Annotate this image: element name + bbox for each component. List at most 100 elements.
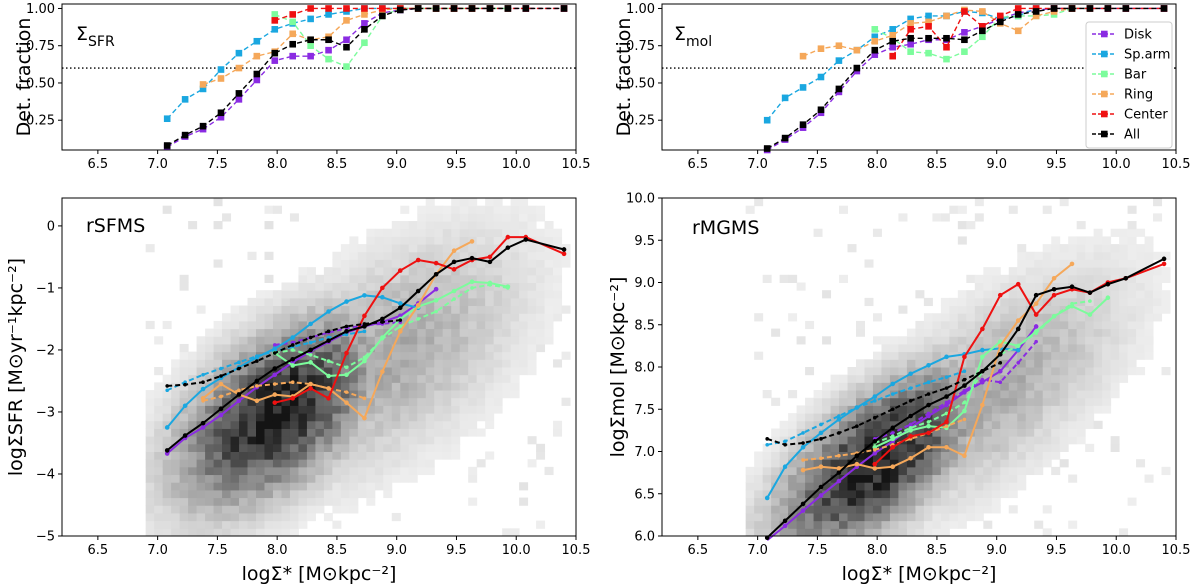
histogram-bin [502, 297, 512, 307]
histogram-bin [1076, 328, 1086, 337]
histogram-bin [923, 436, 933, 445]
histogram-bin [425, 374, 435, 383]
histogram-bin [544, 305, 554, 314]
histogram-bin [864, 420, 874, 429]
histogram-bin [1008, 390, 1018, 399]
histogram-bin [298, 397, 308, 406]
histogram-bin [408, 320, 418, 330]
histogram-bin [400, 274, 410, 283]
histogram-bin [932, 474, 942, 483]
histogram-bin [983, 497, 993, 506]
data-point [344, 329, 349, 334]
data-point [996, 12, 1004, 20]
panel-det-fraction-mol: 6.5 7.0 7.5 8.0 8.5 9.0 9.5 10.0 10.50.250.500.7… [613, 2, 1190, 172]
data-point [908, 413, 913, 419]
histogram-bin [349, 382, 359, 391]
histogram-bin [1119, 336, 1129, 345]
data-point [326, 359, 331, 363]
histogram-bin [154, 512, 164, 522]
histogram-bin [974, 512, 984, 522]
histogram-bin [289, 290, 299, 299]
histogram-bin [754, 512, 764, 522]
histogram-bin [145, 413, 155, 422]
histogram-bin [272, 313, 282, 322]
histogram-bin [881, 497, 891, 506]
histogram-bin [796, 413, 806, 422]
histogram-bin [434, 405, 444, 414]
histogram-bin [1051, 359, 1061, 368]
histogram-bin [940, 374, 950, 383]
histogram-bin [932, 382, 942, 391]
histogram-bin [179, 466, 189, 476]
histogram-bin [205, 328, 215, 337]
histogram-bin [1085, 374, 1095, 383]
y-tick-label: 0.25 [26, 114, 55, 129]
histogram-bin [1076, 382, 1086, 391]
histogram-bin [1059, 413, 1069, 422]
histogram-bin [1034, 397, 1044, 406]
histogram-bin [332, 290, 342, 299]
histogram-bin [1042, 459, 1052, 468]
histogram-bin [247, 313, 257, 322]
data-point [1033, 324, 1039, 329]
histogram-bin [289, 382, 299, 391]
histogram-bin [239, 336, 249, 345]
histogram-bin [213, 320, 223, 330]
data-point [325, 36, 332, 44]
histogram-bin [519, 282, 529, 291]
histogram-bin [179, 505, 189, 514]
histogram-bin [264, 336, 274, 345]
histogram-bin [940, 436, 950, 445]
histogram-bin [553, 259, 563, 268]
data-point [818, 464, 824, 470]
histogram-bin [957, 343, 967, 353]
data-point [253, 52, 261, 60]
histogram-bin [1008, 420, 1018, 429]
histogram-bin [536, 297, 546, 307]
x-tick-label: 10.0 [1102, 157, 1131, 172]
histogram-bin [527, 305, 537, 314]
histogram-bin [425, 313, 435, 322]
data-point [908, 386, 913, 390]
histogram-bin [162, 489, 172, 499]
histogram-bin [323, 313, 333, 322]
histogram-bin [864, 505, 874, 514]
histogram-bin [315, 451, 325, 460]
histogram-bin [1144, 313, 1154, 322]
histogram-bin [272, 436, 282, 445]
histogram-bin [400, 390, 410, 399]
histogram-bin [847, 420, 857, 429]
histogram-bin [425, 397, 435, 406]
histogram-bin [1102, 251, 1112, 260]
histogram-bin [264, 382, 274, 391]
histogram-bin [932, 359, 942, 368]
histogram-bin [830, 382, 840, 391]
histogram-bin [1093, 382, 1103, 391]
histogram-bin [485, 351, 495, 360]
histogram-bin [889, 466, 899, 476]
x-tick-label: 9.0 [386, 157, 407, 172]
histogram-bin [923, 489, 933, 499]
histogram-bin [1102, 343, 1112, 353]
data-point [817, 45, 825, 52]
histogram-bin [145, 320, 155, 330]
histogram-bin [493, 228, 503, 237]
histogram-bin [830, 405, 840, 414]
histogram-bin [502, 290, 512, 299]
histogram-bin [493, 390, 503, 399]
histogram-bin [256, 505, 265, 514]
histogram-bin [349, 436, 359, 445]
histogram-bin [788, 274, 798, 283]
histogram-bin [966, 351, 976, 360]
histogram-bin [966, 405, 976, 414]
data-point [380, 369, 385, 374]
histogram-bin [991, 267, 1001, 276]
histogram-bin [188, 497, 198, 506]
histogram-bin [264, 397, 274, 406]
histogram-bin [1042, 505, 1052, 514]
histogram-bin [332, 313, 342, 322]
histogram-bin [434, 313, 444, 322]
histogram-bin [881, 459, 891, 468]
histogram-bin [332, 505, 342, 514]
histogram-bin [1068, 436, 1078, 445]
